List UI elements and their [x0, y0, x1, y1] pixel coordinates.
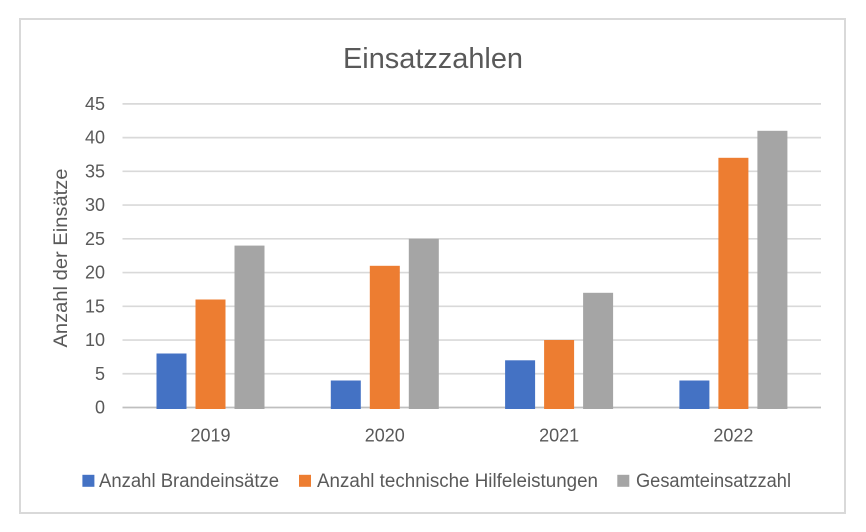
svg-text:20: 20	[85, 263, 105, 283]
svg-text:2019: 2019	[190, 425, 230, 445]
svg-text:5: 5	[95, 364, 105, 384]
svg-text:0: 0	[95, 398, 105, 418]
svg-text:Einsatzzahlen: Einsatzzahlen	[343, 43, 523, 75]
svg-text:2021: 2021	[539, 425, 579, 445]
svg-text:35: 35	[85, 161, 105, 181]
svg-text:2020: 2020	[365, 425, 405, 445]
svg-text:15: 15	[85, 296, 105, 316]
svg-text:40: 40	[85, 128, 105, 148]
svg-text:Anzahl Brandeinsätze: Anzahl Brandeinsätze	[99, 471, 279, 492]
svg-text:2022: 2022	[713, 425, 753, 445]
svg-text:10: 10	[85, 330, 105, 350]
svg-text:Anzahl technische Hilfeleistun: Anzahl technische Hilfeleistungen	[317, 471, 598, 492]
svg-text:30: 30	[85, 195, 105, 215]
svg-text:Gesamteinsatzzahl: Gesamteinsatzzahl	[636, 471, 791, 492]
svg-text:45: 45	[85, 94, 105, 114]
svg-text:25: 25	[85, 229, 105, 249]
svg-text:Anzahl der Einsätze: Anzahl der Einsätze	[51, 169, 72, 348]
